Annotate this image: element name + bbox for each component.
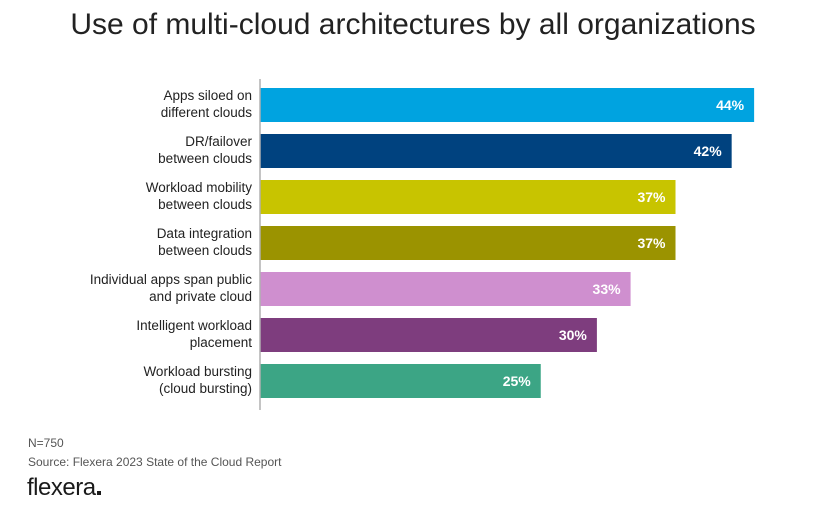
flexera-logo: flexera xyxy=(27,474,101,502)
bar-5 xyxy=(260,272,631,306)
bar-4 xyxy=(260,226,676,260)
bar-3 xyxy=(260,180,676,214)
bar-7 xyxy=(260,364,541,398)
category-label-3: Workload mobility between clouds xyxy=(146,180,253,212)
value-label-7: 25% xyxy=(503,373,532,389)
bar-1 xyxy=(260,88,755,122)
bar-6 xyxy=(260,318,597,352)
logo-text: flexera xyxy=(27,474,96,501)
value-label-6: 30% xyxy=(559,327,588,343)
bar-2 xyxy=(260,134,732,168)
source-note: Source: Flexera 2023 State of the Cloud … xyxy=(28,455,282,469)
value-label-5: 33% xyxy=(593,281,622,297)
category-label-6: Intelligent workload placement xyxy=(136,318,252,350)
category-label-4: Data integration between clouds xyxy=(157,226,253,258)
category-label-2: DR/failover between clouds xyxy=(158,134,252,166)
bar-chart: 44% Apps siloed on different clouds 42% DR/f… xyxy=(90,79,755,410)
value-label-2: 42% xyxy=(694,143,723,159)
sample-size-note: N=750 xyxy=(28,436,64,450)
value-label-1: 44% xyxy=(716,97,745,113)
category-label-1: Apps siloed on different clouds xyxy=(161,88,253,120)
category-label-5: Individual apps span public and private c… xyxy=(90,272,252,304)
category-label-7: Workload bursting (cloud bursting) xyxy=(143,364,252,396)
chart-title: Use of multi-cloud architectures by all … xyxy=(70,8,756,41)
value-label-4: 37% xyxy=(637,235,666,251)
logo-dot xyxy=(96,491,101,495)
value-label-3: 37% xyxy=(637,189,666,205)
